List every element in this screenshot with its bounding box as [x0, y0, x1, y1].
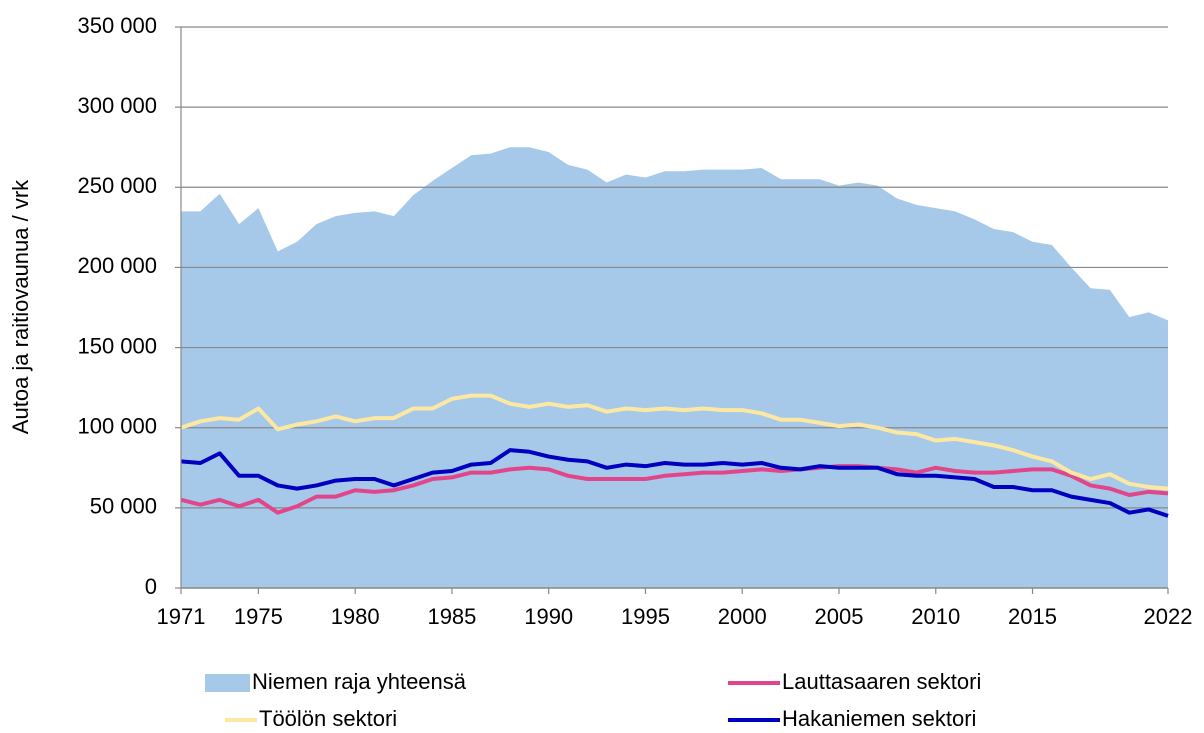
y-tick-label: 300 000	[77, 93, 157, 118]
y-tick-label: 100 000	[77, 414, 157, 439]
y-tick-label: 350 000	[77, 13, 157, 38]
line	[180, 464, 1169, 515]
x-tick-label: 1990	[524, 604, 573, 629]
y-tick-label: 250 000	[77, 173, 157, 198]
line	[180, 448, 1169, 518]
x-tick-label: 1971	[157, 604, 206, 629]
legend-swatch	[205, 674, 250, 692]
y-axis-label: Autoa ja raitiovaunua / vrk	[8, 179, 33, 434]
legend-label: Töölön sektori	[259, 706, 397, 731]
legend-label: Hakaniemen sektori	[782, 706, 976, 731]
legend-label: Niemen raja yhteensä	[252, 669, 467, 694]
x-tick-label: 2000	[718, 604, 767, 629]
line	[180, 393, 1169, 491]
x-tick-label: 2005	[815, 604, 864, 629]
y-tick-label: 0	[145, 574, 157, 599]
y-tick-label: 50 000	[90, 494, 157, 519]
x-tick-label: 2022	[1144, 604, 1193, 629]
x-tick-label: 2010	[911, 604, 960, 629]
y-tick-label: 150 000	[77, 333, 157, 358]
x-tick-label: 1975	[234, 604, 283, 629]
x-tick-label: 1985	[427, 604, 476, 629]
area	[181, 147, 1168, 588]
x-tick-label: 2015	[1008, 604, 1057, 629]
x-tick-label: 1980	[331, 604, 380, 629]
y-tick-label: 200 000	[77, 253, 157, 278]
x-tick-label: 1995	[621, 604, 670, 629]
legend-label: Lauttasaaren sektori	[782, 669, 981, 694]
